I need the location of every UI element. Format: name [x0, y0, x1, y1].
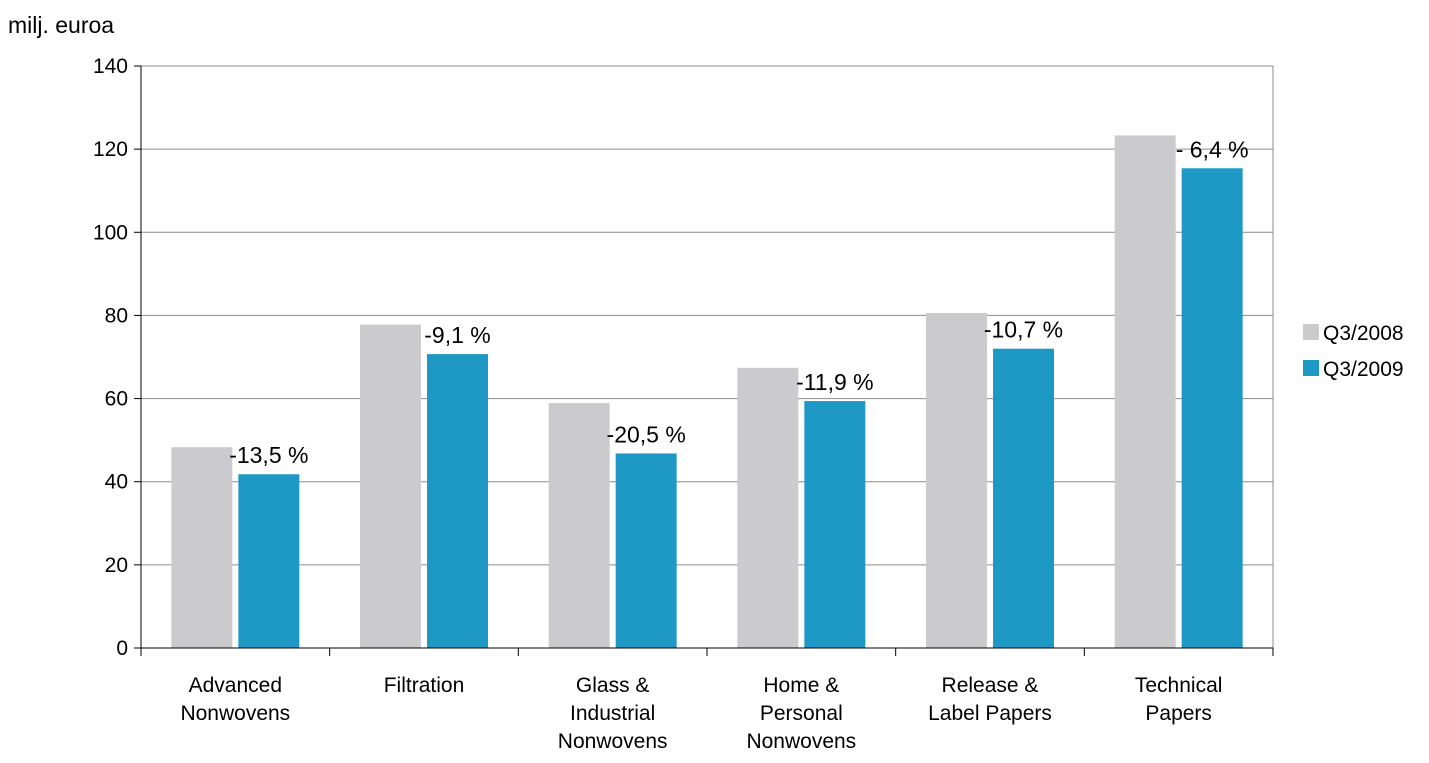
- y-tick-label: 0: [116, 637, 128, 660]
- y-tick-label: 140: [93, 55, 128, 78]
- x-tick-label-line: Glass &: [576, 674, 650, 697]
- bar-q3-2008: [926, 312, 987, 648]
- y-tick-label: 60: [105, 388, 128, 411]
- x-tick-label-line: Technical: [1135, 674, 1223, 697]
- bar-q3-2009: [238, 474, 300, 648]
- bar-q3-2009: [804, 401, 866, 648]
- bar-q3-2008: [548, 403, 610, 648]
- data-label: -9,1 %: [424, 322, 490, 348]
- x-tick-label: Home & Personal Nonwovens: [746, 674, 856, 753]
- gridlines: [140, 65, 1274, 649]
- x-tick-label-line: Release &: [942, 674, 1039, 697]
- bar-q3-2009: [615, 453, 677, 648]
- bar-q3-2009: [427, 354, 488, 648]
- bar-q3-2008: [171, 447, 233, 648]
- axes: 0 20 40 60 80 100 120 140 Advanced Nonwovens Filtr…: [93, 55, 1274, 753]
- legend-swatch: [1303, 360, 1319, 376]
- x-tick-label: Release & Label Papers: [928, 674, 1052, 725]
- x-tick-label: Glass & Industrial Nonwovens: [558, 674, 668, 753]
- x-tick-label-line: Nonwovens: [558, 730, 668, 753]
- bars: [171, 135, 1243, 648]
- data-label: -20,5 %: [607, 421, 686, 447]
- data-label: - 6,4 %: [1176, 136, 1249, 162]
- x-tick-label: Technical Papers: [1135, 674, 1223, 725]
- data-label: -10,7 %: [984, 317, 1063, 343]
- x-tick-label-line: Label Papers: [928, 702, 1052, 725]
- data-labels: -13,5 % -9,1 % -20,5 % -11,9 % -10,7 % - 6,4 …: [229, 136, 1248, 468]
- y-axis-title: milj. euroa: [8, 12, 114, 38]
- legend-swatch: [1303, 324, 1319, 340]
- data-label: -13,5 %: [229, 442, 308, 468]
- x-tick-label-line: Advanced: [189, 674, 282, 697]
- legend-label: Q3/2008: [1323, 322, 1404, 345]
- y-tick-label: 40: [105, 471, 128, 494]
- x-tick-label-line: Papers: [1145, 702, 1212, 725]
- y-tick-label: 100: [93, 221, 128, 244]
- x-tick-label: Advanced Nonwovens: [180, 674, 290, 725]
- y-tick-label: 20: [105, 554, 128, 577]
- x-tick-label-line: Home &: [763, 674, 839, 697]
- y-tick-label: 80: [105, 304, 128, 327]
- x-tick-label-line: Industrial: [570, 702, 655, 725]
- y-tick-label: 120: [93, 138, 128, 161]
- bar-q3-2008: [360, 324, 421, 648]
- bar-q3-2009: [993, 348, 1054, 648]
- x-tick-label-line: Nonwovens: [180, 702, 290, 725]
- x-tick-label-line: Nonwovens: [746, 730, 856, 753]
- bar-q3-2008: [1114, 135, 1176, 648]
- legend-label: Q3/2009: [1323, 358, 1404, 381]
- bar-q3-2008: [737, 367, 799, 648]
- x-tick-label-line: Personal: [760, 702, 843, 725]
- x-tick-label: Filtration: [384, 674, 465, 697]
- legend: Q3/2008 Q3/2009: [1303, 322, 1404, 381]
- plot-frame: [140, 65, 1274, 649]
- data-label: -11,9 %: [796, 369, 874, 395]
- x-tick-label-line: Filtration: [384, 674, 465, 697]
- bar-q3-2009: [1181, 168, 1243, 648]
